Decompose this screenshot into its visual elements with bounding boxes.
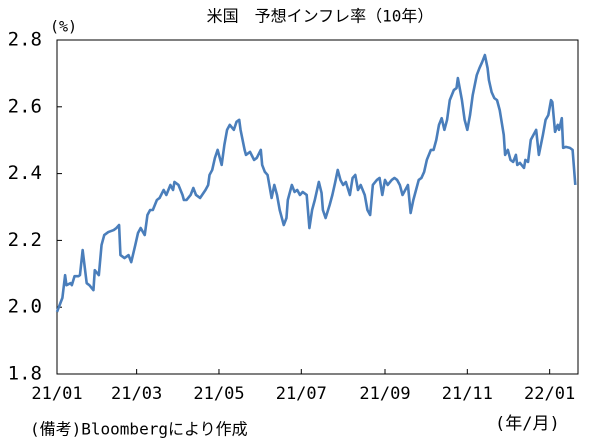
note: (備考)Bloombergにより作成 bbox=[30, 420, 248, 439]
x-tick-label: 21/07 bbox=[276, 384, 327, 404]
y-tick-label: 2.8 bbox=[8, 29, 42, 51]
x-tick-label: 21/03 bbox=[111, 384, 162, 404]
y-tick-label: 1.8 bbox=[8, 363, 42, 385]
x-unit: (年/月) bbox=[495, 414, 560, 434]
x-tick-label: 21/09 bbox=[359, 384, 410, 404]
plot-frame bbox=[56, 39, 579, 375]
series-line bbox=[55, 53, 577, 313]
x-tick-label: 21/11 bbox=[442, 384, 493, 404]
y-tick-label: 2.4 bbox=[8, 162, 42, 184]
y-tick-label: 2.6 bbox=[8, 95, 42, 117]
x-tick-label: 21/01 bbox=[31, 384, 82, 404]
y-tick-label: 2.2 bbox=[8, 229, 42, 251]
x-tick-label: 22/01 bbox=[524, 384, 575, 404]
x-tick-label: 21/05 bbox=[193, 384, 244, 404]
y-unit: (%) bbox=[50, 18, 77, 36]
y-tick-label: 2.0 bbox=[8, 296, 42, 318]
chart-title: 米国 予想インフレ率（10年） bbox=[207, 7, 434, 26]
